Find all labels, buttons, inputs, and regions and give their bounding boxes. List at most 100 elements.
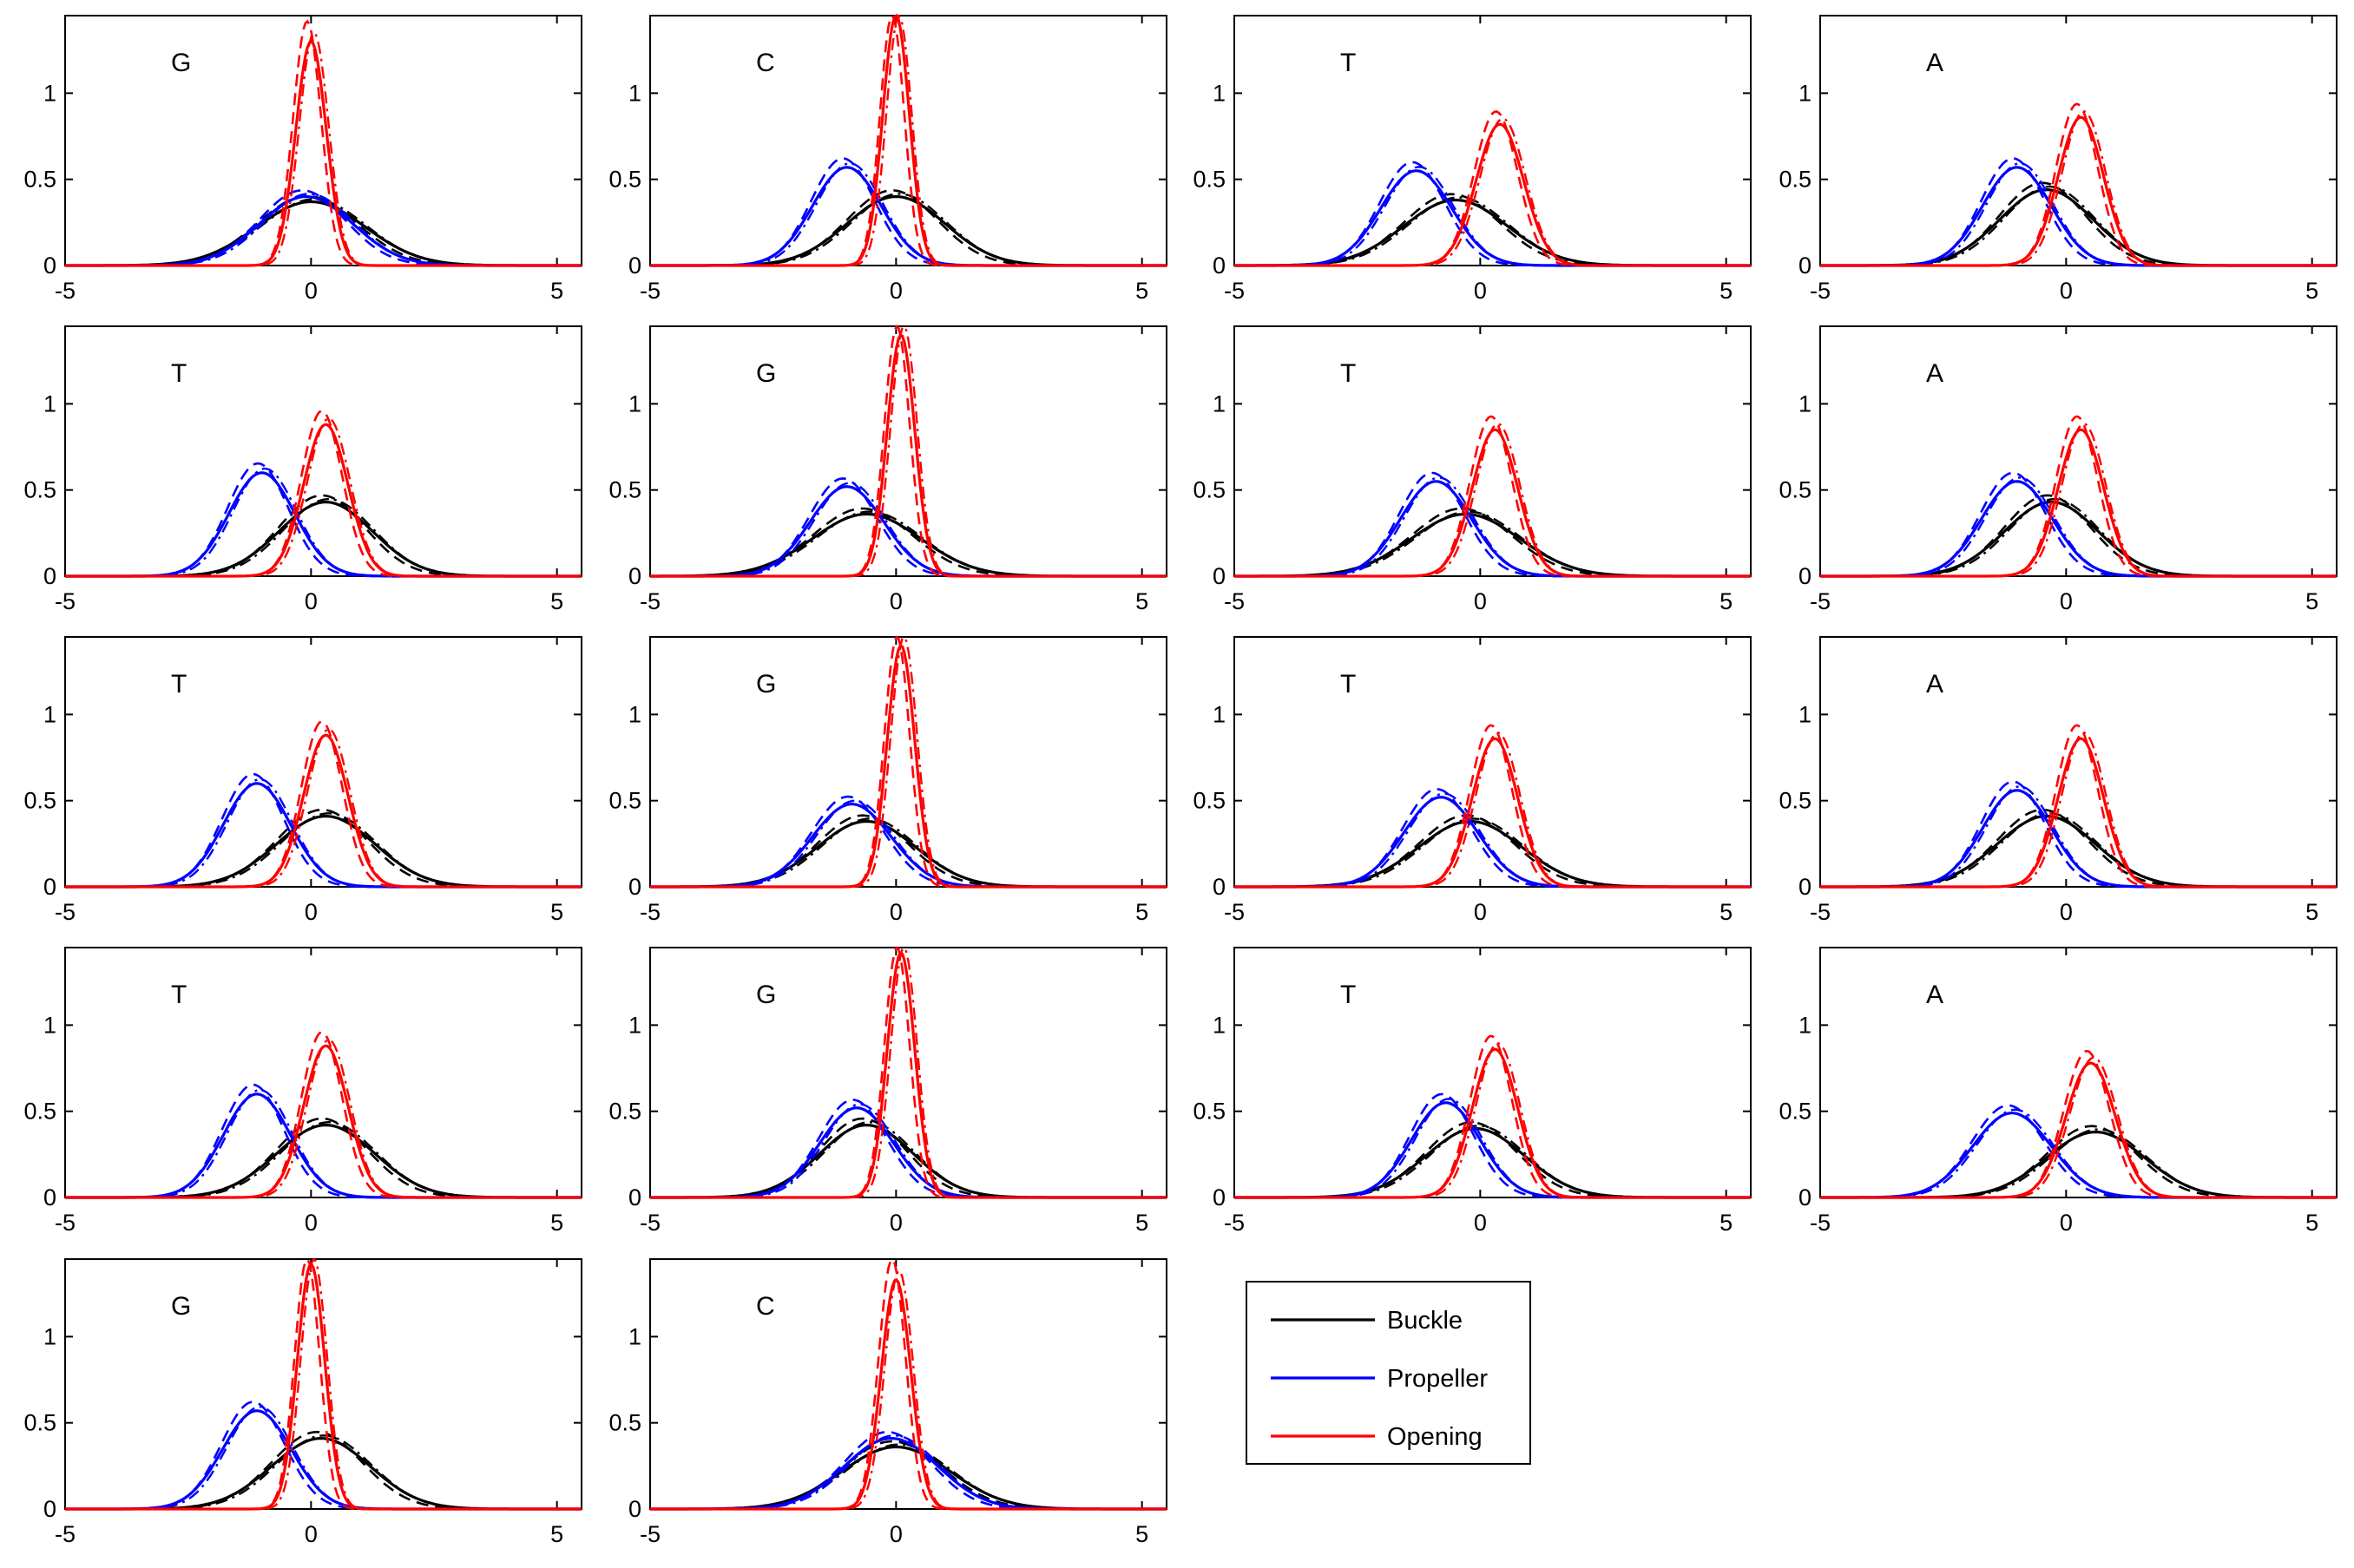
y-tick-label: 1 xyxy=(1798,701,1812,727)
opening-curve-variant-2 xyxy=(1820,110,2337,267)
y-tick-label: 0 xyxy=(43,253,56,279)
x-tick-label: -5 xyxy=(640,588,661,614)
axes-frame xyxy=(1233,636,1752,888)
propeller-curve-variant-2 xyxy=(65,777,582,889)
panel-title: T xyxy=(1340,981,1356,1009)
y-tick-label: 1 xyxy=(628,80,641,106)
opening-curve-variant-1 xyxy=(65,410,582,578)
opening-curve-variant-1 xyxy=(1820,724,2337,889)
opening-curve-variant-2 xyxy=(65,1039,582,1199)
x-tick-label: -5 xyxy=(1224,278,1245,304)
propeller-curve-variant-2 xyxy=(1234,476,1751,578)
buckle-curve-variant-2 xyxy=(65,1434,582,1511)
buckle-curve xyxy=(65,1437,582,1511)
panel-title: A xyxy=(1926,981,1943,1009)
x-tick-label: 5 xyxy=(1135,1521,1148,1547)
x-tick-label: 5 xyxy=(550,588,563,614)
propeller-curve-variant-2 xyxy=(650,1434,1167,1511)
panel-title: C xyxy=(756,1292,775,1321)
x-tick-label: 0 xyxy=(1474,899,1487,925)
panel-title: A xyxy=(1926,670,1943,699)
panel-9: -5 0 500.51T xyxy=(23,636,582,925)
buckle-curve-variant-2 xyxy=(1820,1128,2337,1199)
legend-label-buckle: Buckle xyxy=(1387,1307,1463,1335)
buckle-curve-variant-2 xyxy=(65,198,582,267)
propeller-curve xyxy=(1234,480,1751,578)
y-tick-label: 0.5 xyxy=(1779,477,1812,503)
y-tick-label: 0 xyxy=(1213,253,1226,279)
opening-curve-variant-1 xyxy=(65,720,582,889)
propeller-curve-variant-2 xyxy=(65,467,582,578)
opening-curve-variant-2 xyxy=(650,946,1167,1199)
opening-curve xyxy=(1234,737,1751,889)
x-tick-label: 5 xyxy=(550,899,563,925)
y-tick-label: 0.5 xyxy=(1779,788,1812,814)
propeller-curve-variant-2 xyxy=(1234,792,1751,889)
buckle-curve-variant-1 xyxy=(650,507,1167,578)
panel-title: T xyxy=(1340,359,1356,388)
y-tick-label: 0 xyxy=(628,253,641,279)
axes-frame xyxy=(1819,636,2338,888)
x-tick-label: -5 xyxy=(55,899,76,925)
y-tick-label: 0.5 xyxy=(608,477,641,503)
y-tick-label: 1 xyxy=(43,80,56,106)
y-tick-label: 0.5 xyxy=(23,1410,56,1436)
buckle-curve xyxy=(1820,1130,2337,1199)
opening-curve-variant-1 xyxy=(65,1256,582,1511)
panel-17: -5 0 500.51G xyxy=(23,1256,582,1547)
y-tick-label: 1 xyxy=(1213,701,1226,727)
buckle-curve xyxy=(1234,1127,1751,1199)
buckle-curve-variant-1 xyxy=(65,1430,582,1511)
y-tick-label: 0 xyxy=(43,1184,56,1210)
propeller-curve-variant-1 xyxy=(1820,157,2337,267)
buckle-curve-variant-2 xyxy=(650,1121,1167,1199)
y-tick-label: 0 xyxy=(1798,874,1812,900)
x-tick-label: -5 xyxy=(640,278,661,304)
panel-title: G xyxy=(171,49,191,77)
buckle-curve-variant-1 xyxy=(1820,494,2337,578)
opening-curve-variant-1 xyxy=(1820,102,2337,267)
y-tick-label: 0.5 xyxy=(608,1099,641,1125)
y-tick-label: 1 xyxy=(1798,390,1812,417)
axes-frame xyxy=(1819,325,2338,577)
panel-15: -5 0 500.51T xyxy=(1193,947,1752,1236)
y-tick-label: 0.5 xyxy=(1193,788,1226,814)
x-tick-label: 0 xyxy=(305,588,318,614)
y-tick-label: 0 xyxy=(628,1184,641,1210)
panel-title: A xyxy=(1926,359,1943,388)
panel-11: -5 0 500.51T xyxy=(1193,636,1752,925)
buckle-curve xyxy=(1234,512,1751,578)
x-tick-label: 5 xyxy=(1719,1210,1733,1236)
propeller-curve-variant-2 xyxy=(65,1088,582,1199)
x-tick-label: -5 xyxy=(640,899,661,925)
buckle-curve-variant-2 xyxy=(65,498,582,578)
x-tick-label: 0 xyxy=(305,1521,318,1547)
propeller-curve-variant-2 xyxy=(650,1103,1167,1199)
x-tick-label: 5 xyxy=(550,1210,563,1236)
opening-curve-variant-2 xyxy=(1234,423,1751,578)
x-tick-label: 0 xyxy=(890,588,903,614)
propeller-curve-variant-2 xyxy=(650,162,1167,267)
x-tick-label: 0 xyxy=(890,1521,903,1547)
axes-frame xyxy=(64,947,582,1198)
buckle-curve-variant-1 xyxy=(650,1117,1167,1199)
axes-frame xyxy=(64,636,582,888)
buckle-curve xyxy=(65,200,582,267)
propeller-curve-variant-2 xyxy=(1820,476,2337,578)
propeller-curve-variant-1 xyxy=(650,157,1167,267)
propeller-curve xyxy=(1820,789,2337,889)
y-tick-label: 0 xyxy=(628,563,641,589)
x-tick-label: -5 xyxy=(55,1210,76,1236)
buckle-curve xyxy=(650,1445,1167,1511)
y-tick-label: 0 xyxy=(43,874,56,900)
y-tick-label: 0.5 xyxy=(1779,167,1812,193)
y-tick-label: 0.5 xyxy=(608,167,641,193)
y-tick-label: 0.5 xyxy=(1193,167,1226,193)
opening-curve-variant-2 xyxy=(650,14,1167,267)
opening-curve xyxy=(650,644,1167,889)
y-tick-label: 0.5 xyxy=(1779,1099,1812,1125)
propeller-curve-variant-1 xyxy=(1234,1092,1751,1199)
opening-curve-variant-2 xyxy=(650,635,1167,889)
panel-title: T xyxy=(171,359,187,388)
